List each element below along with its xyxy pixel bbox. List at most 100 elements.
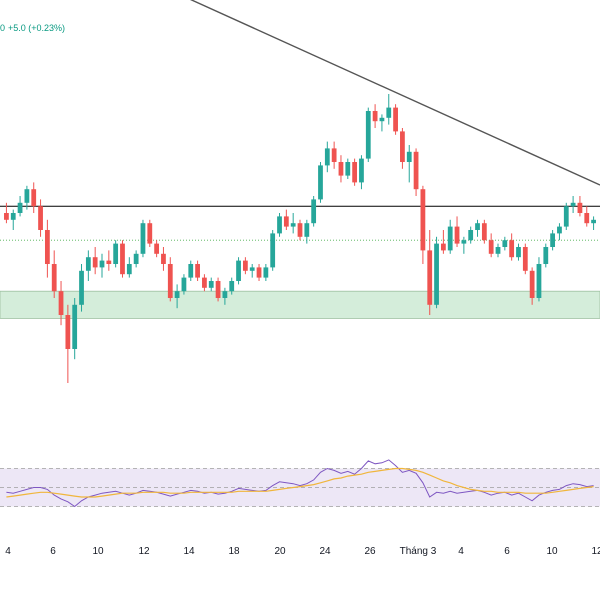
descending-trendline <box>189 0 600 186</box>
candle <box>24 185 30 210</box>
candle-body <box>488 240 494 254</box>
candle <box>283 209 289 230</box>
candle-body <box>174 291 180 298</box>
candle <box>481 219 487 244</box>
candle <box>154 240 160 258</box>
candle <box>4 202 9 224</box>
candle <box>236 257 241 285</box>
candle-body <box>161 253 166 264</box>
candle-body <box>543 247 549 264</box>
candle-body <box>236 260 241 281</box>
candle-body <box>557 226 562 234</box>
candle <box>584 206 590 227</box>
candle <box>92 247 98 275</box>
candle <box>338 155 344 183</box>
candle <box>215 277 221 302</box>
candle <box>208 277 214 292</box>
candle-body <box>550 233 556 247</box>
candle-body <box>120 243 125 275</box>
candle <box>51 250 57 298</box>
candle-body <box>202 277 207 288</box>
candle-body <box>72 304 78 349</box>
candle <box>263 264 269 281</box>
x-tick-label: 4 <box>458 546 464 557</box>
candle <box>31 182 37 213</box>
candle-body <box>4 213 9 220</box>
candle <box>195 260 200 281</box>
candle-body <box>79 270 84 305</box>
candle-body <box>140 223 146 254</box>
candle-body <box>447 226 453 251</box>
candle-body <box>529 270 535 298</box>
candle <box>304 219 310 244</box>
candle-body <box>461 240 467 244</box>
rsi-line <box>6 459 594 508</box>
candle-body <box>106 260 112 264</box>
candle <box>99 253 105 278</box>
x-tick-label: 4 <box>5 546 11 557</box>
candle <box>297 219 303 241</box>
candle-body <box>10 213 16 220</box>
candle-body <box>570 202 576 207</box>
candle-body <box>331 148 337 162</box>
x-tick-label: 12 <box>138 546 150 557</box>
candle <box>406 145 412 183</box>
candle <box>167 257 173 302</box>
candle <box>345 158 351 179</box>
price-pane <box>0 0 600 383</box>
candle <box>475 219 480 237</box>
candle <box>331 141 337 169</box>
candle-body <box>352 162 358 183</box>
candle <box>543 243 549 268</box>
candle-body <box>304 223 310 237</box>
candle <box>181 274 187 295</box>
candle <box>270 230 276 271</box>
candle-body <box>427 250 433 305</box>
candle-body <box>468 230 474 241</box>
candle-body <box>133 253 139 264</box>
candle-body <box>420 189 426 251</box>
candle-body <box>345 162 351 176</box>
x-tick-label: 6 <box>50 546 56 557</box>
candle-body <box>502 240 508 247</box>
candle-body <box>277 216 282 234</box>
x-tick-label: 18 <box>228 546 240 557</box>
candle <box>161 247 166 271</box>
candle-body <box>270 233 276 268</box>
candle <box>427 230 433 315</box>
candle <box>120 240 125 278</box>
candle-body <box>181 277 187 292</box>
candle <box>38 199 43 237</box>
candle-body <box>263 267 269 278</box>
candle-body <box>536 264 542 298</box>
candle-body <box>31 189 37 207</box>
candle <box>79 264 84 312</box>
candle <box>65 304 71 383</box>
candle-body <box>393 107 398 132</box>
price-change-label: +5.0 (+0.23%) <box>8 23 65 33</box>
candle <box>113 240 119 268</box>
candle <box>188 260 194 281</box>
candle-body <box>113 243 119 264</box>
candle <box>85 250 91 281</box>
candle <box>229 277 235 295</box>
candle <box>502 236 508 251</box>
candle-body <box>215 281 221 298</box>
rsi-pane <box>0 459 600 508</box>
candle <box>413 148 419 196</box>
candle <box>488 233 494 258</box>
candle <box>509 233 515 261</box>
candle <box>386 94 392 125</box>
candle <box>256 264 262 281</box>
candle-body <box>85 257 91 271</box>
price-header-fragment: 0 <box>0 23 5 33</box>
x-tick-label: 20 <box>274 546 286 557</box>
candle <box>461 236 467 254</box>
x-tick-label: 26 <box>364 546 376 557</box>
candle-body <box>584 213 590 224</box>
candle-body <box>324 148 330 166</box>
candle <box>58 281 64 326</box>
candle-body <box>65 315 71 349</box>
candle-body <box>311 199 317 224</box>
